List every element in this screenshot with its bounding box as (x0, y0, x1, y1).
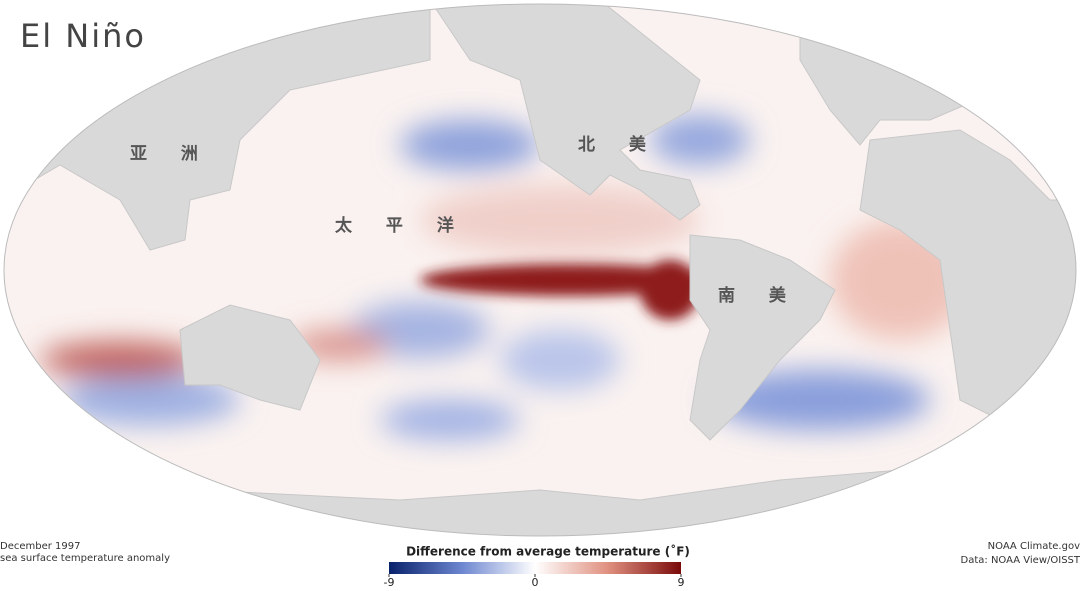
title: El Niño (20, 17, 146, 55)
footer-text: sea surface temperature anomaly (0, 553, 170, 564)
map-label: 南 美 (718, 285, 800, 306)
colorbar (389, 562, 681, 574)
map-label: 北 美 (578, 134, 660, 155)
map-label: 太 平 洋 (335, 215, 468, 236)
colorbar-tick-label: 9 (678, 576, 685, 589)
colorbar-tick-label: 0 (532, 576, 539, 589)
legend-title: Difference from average temperature (˚F) (406, 544, 690, 559)
footer-text: December 1997 (0, 541, 80, 552)
globe-outline (3, 3, 1077, 537)
map-label: 亚 洲 (130, 144, 212, 164)
ocean-anomaly (4, 4, 1076, 536)
footer-text: NOAA Climate.gov (988, 541, 1080, 552)
colorbar-tick-label: -9 (384, 576, 395, 589)
footer-text: Data: NOAA View/OISST (961, 555, 1080, 566)
